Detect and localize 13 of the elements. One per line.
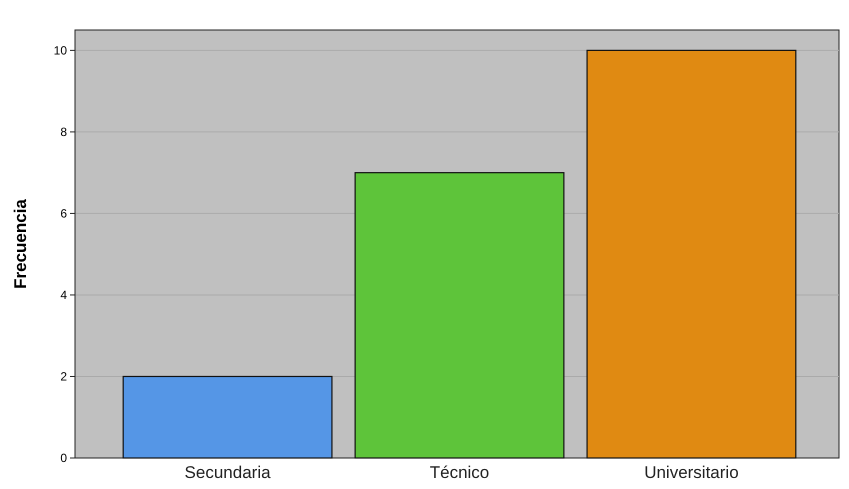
- y-tick-label: 4: [60, 288, 68, 302]
- y-tick-label: 10: [54, 44, 68, 58]
- y-tick-label: 6: [60, 206, 68, 221]
- y-tick-label: 8: [60, 125, 68, 140]
- y-tick-label: 0: [60, 451, 68, 466]
- y-axis-title: Frecuencia: [11, 198, 30, 289]
- x-tick-label: Universitario: [644, 463, 739, 482]
- bar: [354, 172, 564, 459]
- bar: [586, 50, 796, 459]
- bar: [122, 376, 333, 459]
- x-tick-label: Técnico: [430, 463, 490, 482]
- x-tick-label: Secundaria: [184, 463, 272, 482]
- y-tick-label: 2: [60, 370, 68, 384]
